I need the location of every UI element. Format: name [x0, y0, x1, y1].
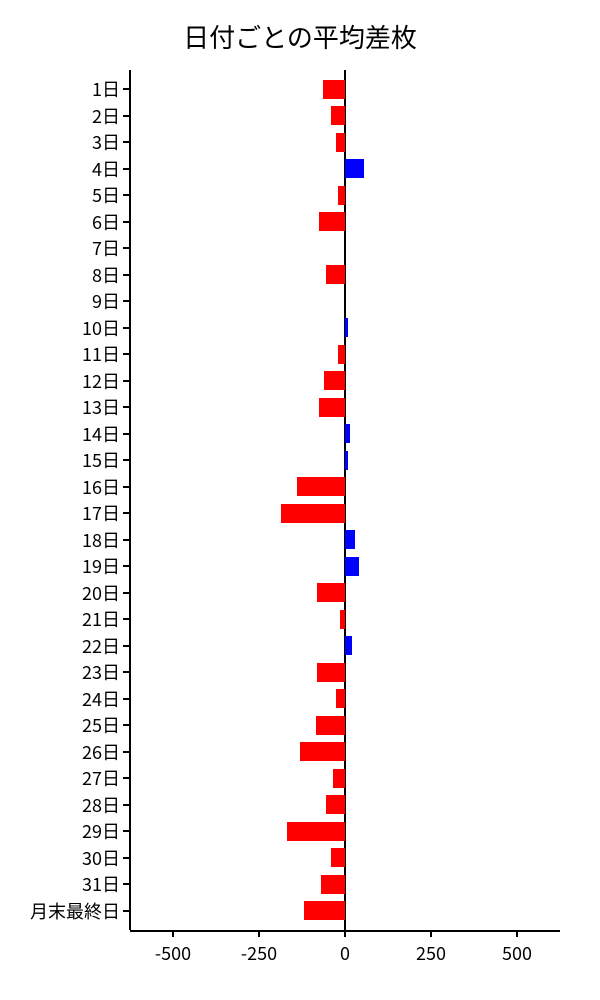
y-tick-label: 18日 — [10, 527, 120, 553]
bar — [331, 848, 345, 867]
y-tick-label: 22日 — [10, 633, 120, 659]
y-axis — [129, 70, 131, 930]
x-tick — [172, 930, 174, 937]
bar — [323, 80, 345, 99]
y-tick-label: 23日 — [10, 659, 120, 685]
x-tick — [516, 930, 518, 937]
bar — [300, 742, 345, 761]
bar — [338, 186, 345, 205]
x-tick-label: 500 — [502, 940, 532, 966]
bar — [336, 689, 345, 708]
bar — [345, 159, 364, 178]
bar — [345, 424, 350, 443]
y-tick-label: 16日 — [10, 474, 120, 500]
y-tick-label: 6日 — [10, 209, 120, 235]
y-tick-label: 25日 — [10, 712, 120, 738]
y-tick-label: 9日 — [10, 288, 120, 314]
x-tick — [344, 930, 346, 937]
y-tick-label: 15日 — [10, 447, 120, 473]
bar — [319, 398, 345, 417]
y-tick-label: 30日 — [10, 845, 120, 871]
bar — [321, 875, 345, 894]
bar — [317, 663, 345, 682]
y-tick-label: 7日 — [10, 235, 120, 261]
bar — [281, 504, 345, 523]
bar — [297, 477, 345, 496]
y-tick-label: 19日 — [10, 553, 120, 579]
y-tick-label: 27日 — [10, 765, 120, 791]
bar — [287, 822, 345, 841]
bar — [345, 636, 352, 655]
bar — [345, 318, 348, 337]
y-tick-label: 月末最終日 — [10, 898, 120, 924]
y-tick-label: 3日 — [10, 129, 120, 155]
x-tick — [258, 930, 260, 937]
y-tick-label: 13日 — [10, 394, 120, 420]
bar — [304, 901, 345, 920]
y-tick-label: 26日 — [10, 739, 120, 765]
y-tick-label: 12日 — [10, 368, 120, 394]
bar — [319, 212, 345, 231]
y-tick-label: 21日 — [10, 606, 120, 632]
bar — [345, 530, 355, 549]
y-tick-label: 10日 — [10, 315, 120, 341]
y-tick-label: 1日 — [10, 76, 120, 102]
y-tick-label: 5日 — [10, 182, 120, 208]
bar — [316, 716, 345, 735]
bar — [326, 265, 345, 284]
y-tick-label: 17日 — [10, 500, 120, 526]
x-tick-label: 0 — [340, 940, 350, 966]
y-tick-label: 14日 — [10, 421, 120, 447]
bar — [345, 557, 359, 576]
bar — [324, 371, 345, 390]
bar — [340, 610, 345, 629]
x-tick — [430, 930, 432, 937]
y-tick-label: 4日 — [10, 156, 120, 182]
bar — [336, 133, 345, 152]
bar — [317, 583, 345, 602]
y-tick-label: 8日 — [10, 262, 120, 288]
x-tick-label: 250 — [416, 940, 446, 966]
chart-title: 日付ごとの平均差枚 — [0, 18, 600, 55]
bar — [326, 795, 345, 814]
x-tick-label: -250 — [241, 940, 277, 966]
chart-plot-area: -500-25002505001日2日3日4日5日6日7日8日9日10日11日1… — [130, 70, 560, 930]
x-tick-label: -500 — [155, 940, 191, 966]
bar — [333, 769, 345, 788]
y-tick-label: 2日 — [10, 103, 120, 129]
y-tick-label: 11日 — [10, 341, 120, 367]
bar — [345, 451, 348, 470]
bar — [338, 345, 345, 364]
y-tick-label: 24日 — [10, 686, 120, 712]
y-tick-label: 29日 — [10, 818, 120, 844]
y-tick-label: 31日 — [10, 871, 120, 897]
y-tick-label: 28日 — [10, 792, 120, 818]
y-tick-label: 20日 — [10, 580, 120, 606]
bar — [331, 106, 345, 125]
